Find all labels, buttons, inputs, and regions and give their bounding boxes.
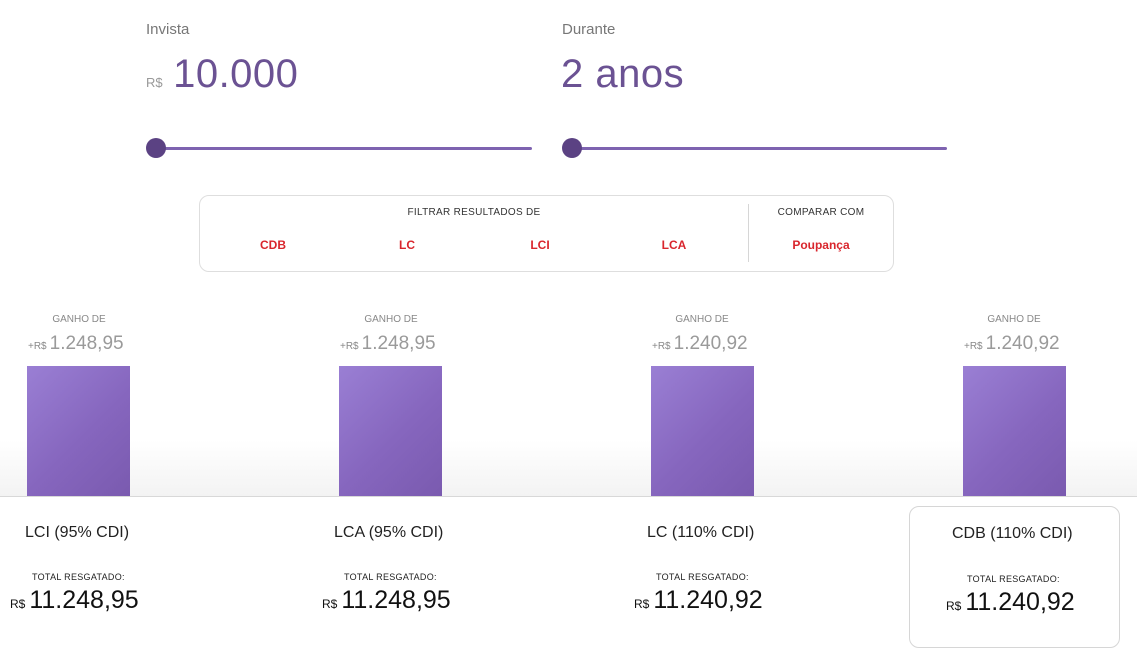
total-currency: R$ xyxy=(946,599,962,613)
filter-option-cdb[interactable]: CDB xyxy=(260,238,286,252)
duration-slider-track[interactable] xyxy=(572,147,947,150)
product-name-lca: LCA (95% CDI) xyxy=(334,524,444,541)
gain-prefix: +R$ xyxy=(28,341,47,352)
gain-amount: 1.248,95 xyxy=(361,333,436,354)
total-label: TOTAL RESGATADO: xyxy=(967,574,1060,584)
product-name-lci: LCI (95% CDI) xyxy=(25,524,130,541)
chart-fade xyxy=(0,440,1137,496)
filter-divider xyxy=(748,204,749,262)
gain-label: GANHO DE xyxy=(675,314,729,325)
selected-result-card[interactable] xyxy=(909,506,1120,648)
gain-amount: 1.240,92 xyxy=(985,333,1060,354)
gain-value: +R$ 1.248,95 xyxy=(340,333,436,355)
total-currency: R$ xyxy=(322,597,338,611)
total-label: TOTAL RESGATADO: xyxy=(32,572,125,582)
total-value: R$ 11.240,92 xyxy=(946,588,1075,617)
result-bar-lc xyxy=(651,366,754,496)
total-currency: R$ xyxy=(10,597,26,611)
filter-option-lca[interactable]: LCA xyxy=(661,238,687,252)
compare-heading: COMPARAR COM xyxy=(777,207,865,218)
product-name-cdb: CDB (110% CDI) xyxy=(952,525,1073,542)
total-label: TOTAL RESGATADO: xyxy=(656,572,749,582)
product-name-lc: LC (110% CDI) xyxy=(647,524,755,541)
filter-panel: FILTRAR RESULTADOS DE CDB LC LCI LCA COM… xyxy=(199,195,894,272)
invest-currency: R$ xyxy=(146,75,163,90)
invest-slider-thumb[interactable] xyxy=(146,138,166,158)
gain-label: GANHO DE xyxy=(52,314,106,325)
total-amount: 11.248,95 xyxy=(341,586,451,614)
invest-label: Invista xyxy=(146,21,190,38)
result-bar-lca xyxy=(339,366,442,496)
compare-option-poupanca[interactable]: Poupança xyxy=(792,238,850,252)
filter-option-lci[interactable]: LCI xyxy=(530,238,550,252)
total-value: R$ 11.248,95 xyxy=(322,586,451,615)
total-amount: 11.248,95 xyxy=(29,586,139,614)
filter-option-lc[interactable]: LC xyxy=(399,238,415,252)
gain-prefix: +R$ xyxy=(340,341,359,352)
duration-value: 2 anos xyxy=(561,52,685,96)
filter-heading: FILTRAR RESULTADOS DE xyxy=(407,207,541,218)
gain-value: +R$ 1.240,92 xyxy=(652,333,748,355)
gain-value: +R$ 1.248,95 xyxy=(28,333,124,355)
gain-prefix: +R$ xyxy=(964,341,983,352)
gain-label: GANHO DE xyxy=(987,314,1041,325)
duration-slider-thumb[interactable] xyxy=(562,138,582,158)
total-value: R$ 11.240,92 xyxy=(634,586,763,615)
gain-amount: 1.240,92 xyxy=(673,333,748,354)
result-bar-cdb xyxy=(963,366,1066,496)
gain-amount: 1.248,95 xyxy=(49,333,124,354)
total-currency: R$ xyxy=(634,597,650,611)
total-value: R$ 11.248,95 xyxy=(10,586,139,615)
invest-value: 10.000 xyxy=(173,52,299,96)
duration-label: Durante xyxy=(562,21,616,38)
result-bar-lci xyxy=(27,366,130,496)
total-label: TOTAL RESGATADO: xyxy=(344,572,437,582)
total-amount: 11.240,92 xyxy=(653,586,763,614)
gain-prefix: +R$ xyxy=(652,341,671,352)
results-divider xyxy=(0,496,1137,497)
invest-slider-track[interactable] xyxy=(156,147,532,150)
total-amount: 11.240,92 xyxy=(965,588,1075,616)
gain-label: GANHO DE xyxy=(364,314,418,325)
gain-value: +R$ 1.240,92 xyxy=(964,333,1060,355)
invest-amount: R$ 10.000 xyxy=(146,52,298,97)
